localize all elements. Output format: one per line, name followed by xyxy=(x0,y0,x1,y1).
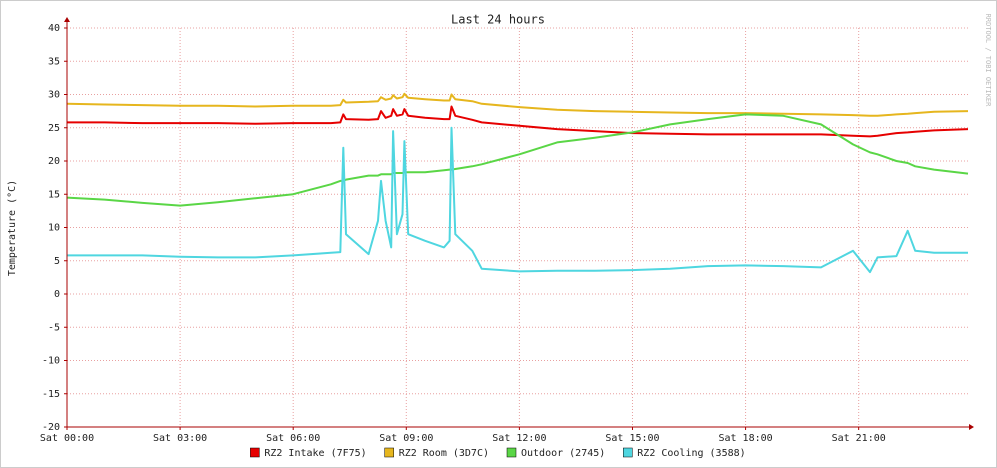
plot-layer xyxy=(66,92,969,274)
watermark: RRDTOOL / TOBI OETIKER xyxy=(984,14,992,108)
legend-swatch xyxy=(623,447,633,458)
x-tick-label: Sat 09:00 xyxy=(379,433,433,444)
y-tick-label: 15 xyxy=(48,189,60,200)
series-line xyxy=(67,105,969,138)
grid-layer xyxy=(66,27,968,428)
series-line xyxy=(66,92,969,117)
y-axis-label: Temperature (°C) xyxy=(7,180,18,276)
legend-swatch xyxy=(384,447,394,458)
y-tick-label: 40 xyxy=(48,23,60,34)
x-tick-label: Sat 00:00 xyxy=(40,433,94,444)
legend-label: RZ2 Cooling (3588) xyxy=(637,448,745,459)
y-tick-label: 35 xyxy=(48,56,60,67)
y-tick-label: 0 xyxy=(54,289,60,300)
y-tick-label: 30 xyxy=(48,90,60,101)
y-tick-label: -5 xyxy=(48,322,60,333)
y-tick-label: -20 xyxy=(42,422,60,433)
y-tick-label: 25 xyxy=(48,123,60,134)
x-tick-label: Sat 15:00 xyxy=(605,433,659,444)
x-tick-label: Sat 12:00 xyxy=(492,433,546,444)
y-tick-label: 10 xyxy=(48,223,60,234)
x-axis-arrow xyxy=(969,424,974,430)
legend-swatch xyxy=(506,447,517,458)
y-tick-label: -10 xyxy=(42,356,60,367)
y-axis-arrow xyxy=(64,17,70,22)
legend-label: RZ2 Room (3D7C) xyxy=(399,448,489,459)
y-tick-label: 20 xyxy=(48,156,60,167)
y-tick-label: 5 xyxy=(54,256,60,267)
x-tick-label: Sat 18:00 xyxy=(718,433,772,444)
x-tick-label: Sat 21:00 xyxy=(832,433,886,444)
legend-swatch xyxy=(250,447,260,458)
chart-title: Last 24 hours xyxy=(451,13,545,27)
y-tick-label: -15 xyxy=(42,389,60,400)
legend: RZ2 Intake (7F75) RZ2 Room (3D7C) Outdoor … xyxy=(250,447,746,459)
x-tick-label: Sat 03:00 xyxy=(153,433,207,444)
series-line xyxy=(67,126,968,274)
x-tick-label: Sat 06:00 xyxy=(266,433,320,444)
axes-layer: -20 -15 -10 -5 0 5 10 15 20 25 30 35 40 Sat 00:00 Sat … xyxy=(40,17,974,444)
legend-label: RZ2 Intake (7F75) xyxy=(264,448,366,459)
legend-label: Outdoor (2745) xyxy=(521,448,605,459)
series-line xyxy=(66,113,969,207)
